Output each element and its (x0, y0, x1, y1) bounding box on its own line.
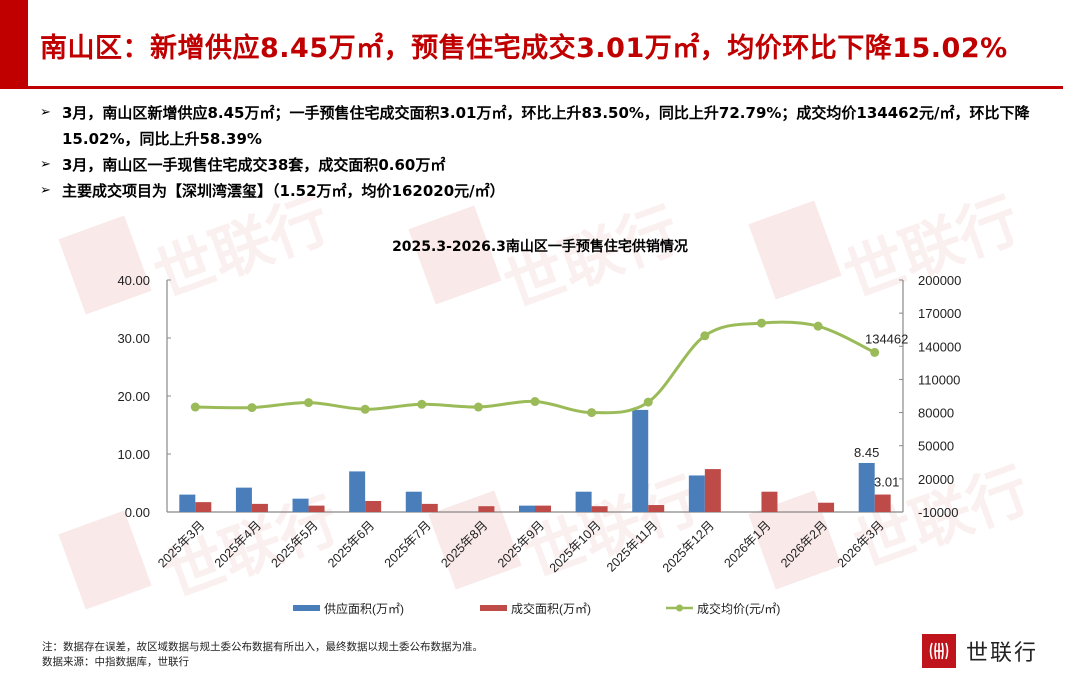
legend-swatch (480, 605, 507, 611)
logo-mark-icon (922, 634, 956, 668)
bullet-item: ➢ 3月，南山区新增供应8.45万㎡；一手预售住宅成交面积3.01万㎡，环比上升… (40, 100, 1060, 152)
bar-transaction (648, 505, 665, 512)
bar-transaction (761, 491, 778, 512)
right-axis-label: 140000 (918, 339, 961, 354)
bar-supply (688, 475, 705, 512)
avg-price-marker (700, 331, 710, 341)
bullet-text: 主要成交项目为【深圳湾澐玺】（1.52万㎡，均价162020元/㎡） (62, 182, 505, 200)
page-title: 南山区：新增供应8.45万㎡，预售住宅成交3.01万㎡，均价环比下降15.02% (40, 33, 1008, 64)
left-axis-label: 0.00 (125, 505, 150, 520)
data-label: 8.45 (854, 445, 879, 460)
footnote-source: 数据来源：中指数据库，世联行 (42, 656, 189, 668)
right-axis-label: 110000 (918, 372, 960, 387)
title-accent-bar (0, 0, 28, 88)
left-axis-label: 30.00 (117, 331, 150, 346)
logo-text: 世联行 (966, 641, 1039, 666)
right-axis-label: 170000 (918, 306, 961, 321)
x-axis-label: 2025年5月 (268, 518, 320, 570)
bar-supply (405, 491, 422, 512)
bar-transaction (308, 505, 325, 512)
bar-transaction (251, 503, 268, 512)
x-axis-label: 2025年10月 (547, 518, 604, 575)
footnote-note: 注：数据存在误差，故区域数据与规土委公布数据有所出入，最终数据以规土委公布数据为… (42, 641, 483, 653)
title-underline (0, 86, 1063, 89)
bar-supply (858, 462, 875, 512)
bar-transaction (704, 469, 721, 512)
x-axis-label: 2026年2月 (778, 518, 830, 570)
bar-supply (519, 505, 535, 512)
avg-price-marker (530, 397, 540, 407)
legend-label: 成交面积(万㎡) (511, 601, 591, 616)
data-label: 3.01 (874, 475, 899, 490)
arrow-bullet-icon: ➢ (40, 183, 51, 198)
legend-swatch (293, 605, 320, 611)
avg-price-marker (473, 402, 483, 412)
data-label: 134462 (865, 331, 908, 346)
avg-price-marker (247, 403, 257, 413)
chart-title: 2025.3-2026.3南山区一手预售住宅供销情况 (392, 239, 688, 255)
bar-supply (632, 409, 649, 512)
x-axis-label: 2025年4月 (212, 518, 264, 570)
right-axis-label: 80000 (918, 406, 954, 421)
bar-transaction (591, 506, 608, 512)
right-axis-label: 20000 (918, 472, 954, 487)
right-axis-label: 200000 (918, 273, 961, 288)
bar-transaction (478, 506, 495, 512)
right-axis-label: 50000 (918, 439, 954, 454)
legend-label: 供应面积(万㎡) (324, 601, 404, 616)
bar-supply (292, 498, 309, 512)
avg-price-marker (190, 402, 200, 412)
x-axis-label: 2025年8月 (438, 518, 490, 570)
left-axis-label: 20.00 (117, 389, 150, 404)
bullet-item: ➢ 主要成交项目为【深圳湾澐玺】（1.52万㎡，均价162020元/㎡） (40, 178, 1060, 204)
bar-transaction (535, 505, 551, 512)
x-axis-label: 2025年7月 (382, 518, 434, 570)
x-axis-label: 2026年1月 (721, 518, 773, 570)
footnote: 注：数据存在误差，故区域数据与规土委公布数据有所出入，最终数据以规土委公布数据为… (42, 640, 483, 670)
bar-transaction (365, 500, 382, 512)
left-axis-label: 40.00 (117, 273, 150, 288)
avg-price-marker (870, 347, 880, 357)
bar-transaction (874, 494, 891, 512)
company-logo: 世联行 (922, 634, 1038, 668)
bar-transaction (195, 502, 212, 512)
left-axis-label: 10.00 (117, 447, 150, 462)
bar-supply (235, 487, 252, 512)
bar-transaction (421, 503, 438, 512)
bar-supply (575, 491, 592, 512)
x-axis-label: 2025年9月 (495, 518, 547, 570)
avg-price-marker (417, 399, 427, 409)
arrow-bullet-icon: ➢ (40, 105, 51, 120)
right-axis-label: -10000 (918, 505, 958, 520)
bullet-text: 3月，南山区新增供应8.45万㎡；一手预售住宅成交面积3.01万㎡，环比上升83… (62, 104, 1030, 148)
x-axis-label: 2026年3月 (835, 518, 887, 570)
avg-price-marker (643, 397, 653, 407)
avg-price-marker (756, 318, 766, 328)
x-axis-label: 2025年6月 (325, 518, 377, 570)
legend-label: 成交均价(元/㎡) (697, 601, 780, 616)
legend-marker (676, 604, 683, 612)
x-axis-label: 2025年11月 (604, 518, 660, 574)
bullet-text: 3月，南山区一手现售住宅成交38套，成交面积0.60万㎡ (62, 156, 446, 174)
avg-price-marker (304, 398, 314, 408)
avg-price-marker (587, 408, 597, 418)
x-axis-label: 2025年12月 (660, 518, 717, 575)
bullet-item: ➢ 3月，南山区一手现售住宅成交38套，成交面积0.60万㎡ (40, 152, 1060, 178)
x-axis-label: 2025年3月 (155, 518, 207, 570)
bar-transaction (818, 502, 835, 512)
avg-price-marker (360, 404, 370, 414)
summary-bullets: ➢ 3月，南山区新增供应8.45万㎡；一手预售住宅成交面积3.01万㎡，环比上升… (40, 100, 1060, 204)
bar-supply (349, 471, 366, 512)
avg-price-marker (813, 321, 823, 331)
bar-supply (179, 494, 196, 512)
arrow-bullet-icon: ➢ (40, 157, 51, 172)
